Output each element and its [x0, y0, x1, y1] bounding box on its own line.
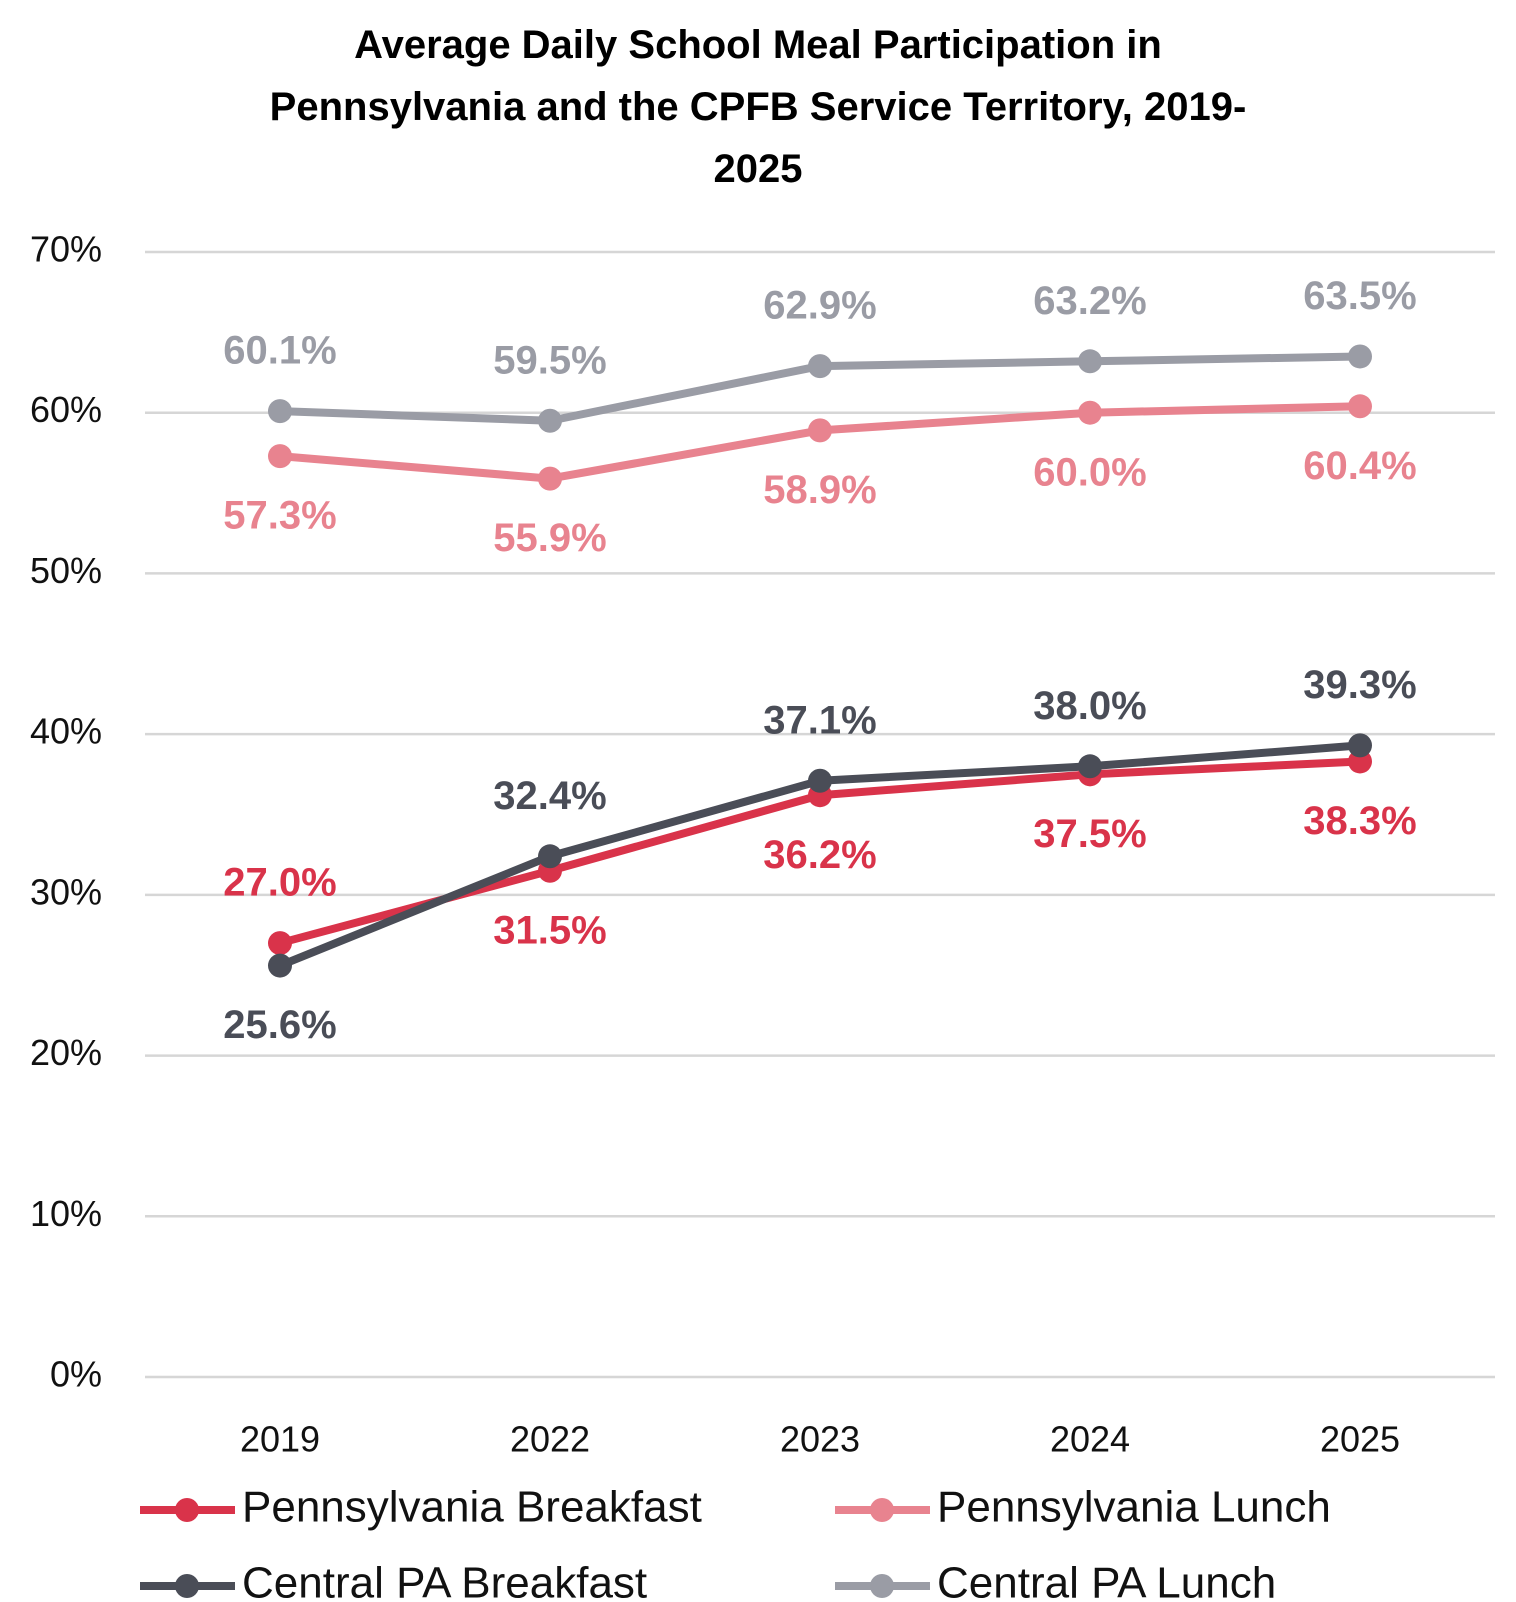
- data-label: 25.6%: [223, 1003, 336, 1047]
- series-marker: [808, 768, 832, 793]
- x-tick-label: 2019: [240, 1419, 320, 1460]
- x-tick-label: 2025: [1320, 1419, 1400, 1460]
- y-tick-label: 60%: [30, 389, 102, 430]
- legend-label: Central PA Breakfast: [242, 1559, 647, 1602]
- data-label: 63.2%: [1033, 279, 1146, 323]
- series-marker: [1078, 349, 1102, 374]
- y-tick-label: 0%: [50, 1354, 102, 1395]
- x-tick-label: 2022: [510, 1419, 590, 1460]
- data-label: 38.3%: [1303, 799, 1416, 843]
- x-tick-label: 2023: [780, 1419, 860, 1460]
- series-marker: [538, 844, 562, 869]
- data-label: 60.1%: [223, 329, 336, 373]
- data-label: 63.5%: [1303, 274, 1416, 318]
- series-marker: [1078, 400, 1102, 425]
- series-marker: [808, 418, 832, 443]
- y-tick-label: 40%: [30, 711, 102, 752]
- series-marker: [1348, 344, 1372, 369]
- legend-label: Central PA Lunch: [937, 1559, 1276, 1602]
- legend-marker: [175, 1574, 199, 1598]
- series-marker: [808, 354, 832, 379]
- data-label: 57.3%: [223, 494, 336, 538]
- data-label: 62.9%: [763, 284, 876, 328]
- data-label: 55.9%: [493, 516, 606, 560]
- series-marker: [1348, 394, 1372, 419]
- data-label: 27.0%: [223, 861, 336, 905]
- data-label: 37.5%: [1033, 812, 1146, 856]
- series-marker: [538, 408, 562, 433]
- chart-title: Average Daily School Meal Participation …: [269, 23, 1247, 191]
- data-label: 32.4%: [493, 774, 606, 818]
- series-marker: [538, 466, 562, 491]
- y-tick-label: 10%: [30, 1193, 102, 1234]
- data-label: 39.3%: [1303, 663, 1416, 707]
- data-label: 31.5%: [493, 908, 606, 952]
- series-marker: [1078, 754, 1102, 779]
- y-tick-label: 50%: [30, 550, 102, 591]
- data-label: 60.0%: [1033, 450, 1146, 494]
- data-label: 58.9%: [763, 468, 876, 512]
- legend-marker: [870, 1498, 894, 1522]
- series-marker: [268, 931, 292, 956]
- data-label: 60.4%: [1303, 444, 1416, 488]
- series-marker: [268, 444, 292, 469]
- series-marker: [268, 953, 292, 978]
- y-tick-label: 30%: [30, 871, 102, 912]
- x-tick-label: 2024: [1050, 1419, 1130, 1460]
- series-marker: [1348, 733, 1372, 758]
- series-marker: [268, 399, 292, 424]
- legend-marker: [870, 1574, 894, 1598]
- legend-label: Pennsylvania Breakfast: [242, 1483, 702, 1532]
- data-label: 37.1%: [763, 698, 876, 742]
- data-label: 38.0%: [1033, 684, 1146, 728]
- data-label: 59.5%: [493, 338, 606, 382]
- y-tick-label: 20%: [30, 1032, 102, 1073]
- legend-marker: [175, 1498, 199, 1522]
- y-tick-label: 70%: [30, 229, 102, 270]
- legend-label: Pennsylvania Lunch: [937, 1483, 1331, 1532]
- data-label: 36.2%: [763, 833, 876, 877]
